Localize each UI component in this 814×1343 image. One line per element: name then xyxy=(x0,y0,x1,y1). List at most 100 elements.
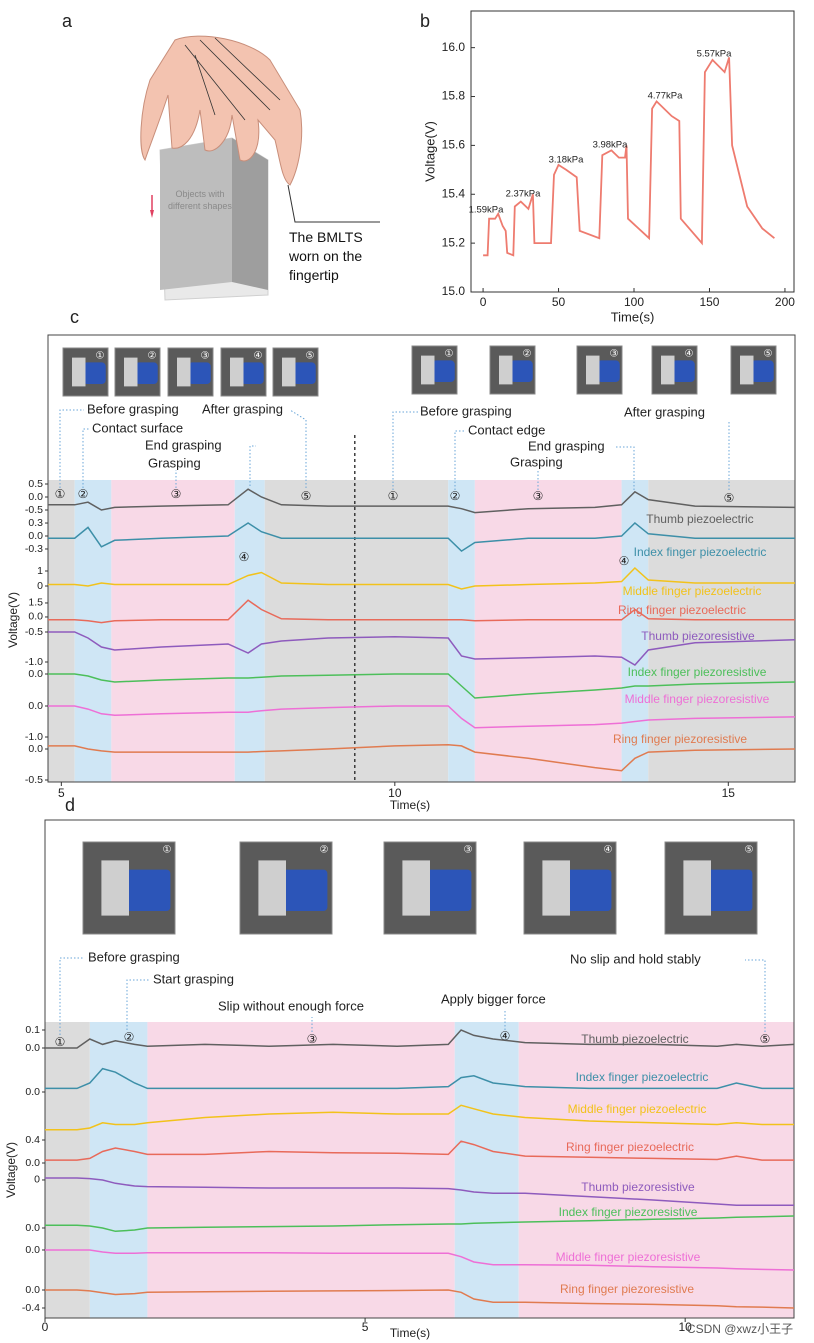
photo-number: ⑤ xyxy=(764,349,773,360)
phase-marker: ③ xyxy=(533,489,544,503)
y-tick-label: 0.0 xyxy=(28,611,43,623)
signal-trace xyxy=(48,743,796,772)
signal-trace xyxy=(48,488,796,514)
phase-marker: ④ xyxy=(500,1029,511,1043)
y-tick-label: 0 xyxy=(34,1174,40,1186)
phase-label: After grasping xyxy=(624,404,705,419)
y-tick-label: 0.0 xyxy=(25,1086,40,1098)
object xyxy=(683,860,711,916)
phase-label: Before grasping xyxy=(87,401,179,416)
y-tick-label: 0.0 xyxy=(28,491,43,503)
phase-label: After grasping xyxy=(202,401,283,416)
trace-name: Index finger piezoresistive xyxy=(628,665,767,679)
y-tick-label: 16.0 xyxy=(442,40,466,54)
y-tick-label: 0.0 xyxy=(25,1244,40,1256)
object xyxy=(177,357,191,387)
object xyxy=(72,357,86,387)
trace-name: Thumb piezoelectric xyxy=(581,1032,688,1046)
sensor-wires xyxy=(184,37,281,121)
signal-trace xyxy=(45,1104,794,1131)
y-tick-label: 1.5 xyxy=(28,597,43,609)
signal-trace xyxy=(45,1140,794,1161)
glove xyxy=(188,362,211,384)
phase-region xyxy=(474,480,622,782)
trace-name: Ring finger piezoelectric xyxy=(566,1140,694,1154)
photo-number: ③ xyxy=(464,845,473,856)
y-tick-label: 0.0 xyxy=(25,1157,40,1169)
glove xyxy=(241,362,264,384)
y-tick-label: 0.1 xyxy=(25,1024,40,1036)
panel-letter: c xyxy=(70,307,79,327)
pressure-label: 3.18kPa xyxy=(549,155,585,166)
phase-label: Start grasping xyxy=(153,971,234,986)
phase-marker: ② xyxy=(78,487,89,501)
glove xyxy=(672,360,695,382)
photo-number: ④ xyxy=(604,845,613,856)
trace-name: Middle finger piezoelectric xyxy=(568,1102,707,1116)
glove xyxy=(281,869,328,911)
signal-trace xyxy=(45,1249,795,1271)
object xyxy=(124,357,138,387)
watermark: CSDN @xwz小王子 xyxy=(687,1322,793,1336)
pressure-label: 4.77kPa xyxy=(648,91,684,102)
y-axis-label: Voltage(V) xyxy=(4,1142,18,1198)
object-side xyxy=(232,138,268,290)
glove xyxy=(751,360,774,382)
photo-number: ① xyxy=(163,845,172,856)
y-tick-label: -0.4 xyxy=(22,1302,40,1314)
photo-number: ③ xyxy=(201,351,210,362)
hand-illustration xyxy=(140,35,380,301)
x-tick-label: 15 xyxy=(722,786,736,800)
phase-region xyxy=(518,1022,794,1318)
photo-number: ② xyxy=(148,351,157,362)
leader-line xyxy=(615,446,635,490)
glove xyxy=(706,869,753,911)
phase-marker: ⑤ xyxy=(724,491,735,505)
pressure-label: 1.59kPa xyxy=(469,205,505,216)
object xyxy=(586,355,600,385)
y-tick-label: -1.0 xyxy=(25,731,43,743)
panel-letter: d xyxy=(65,795,75,815)
signal-trace xyxy=(48,631,796,666)
y-tick-label: 15.4 xyxy=(442,186,466,200)
y-axis-label: Voltage(V) xyxy=(422,121,437,182)
glove xyxy=(135,362,158,384)
signal-trace xyxy=(48,705,796,729)
y-axis-label: Voltage(V) xyxy=(6,592,20,648)
glove xyxy=(425,869,472,911)
phase-label: Apply bigger force xyxy=(441,991,546,1006)
leader-line xyxy=(249,445,256,486)
trace-name: Middle finger piezoelectric xyxy=(623,584,762,598)
x-axis-label: Time(s) xyxy=(611,309,655,324)
glove xyxy=(432,360,455,382)
photo-number: ⑤ xyxy=(306,351,315,362)
trace-name: Ring finger piezoresistive xyxy=(613,732,747,746)
phase-region xyxy=(89,1022,148,1318)
phase-region xyxy=(234,480,265,782)
phase-marker: ⑤ xyxy=(760,1032,771,1046)
phase-region xyxy=(147,1022,455,1318)
y-tick-label: 0.0 xyxy=(28,530,43,542)
object-front xyxy=(160,138,232,290)
y-tick-label: 0.5 xyxy=(28,478,43,490)
photo-number: ④ xyxy=(685,349,694,360)
phase-label: No slip and hold stably xyxy=(570,951,701,966)
glove xyxy=(510,360,533,382)
y-tick-label: 0.0 xyxy=(28,743,43,755)
signal-trace xyxy=(45,1215,795,1233)
x-tick-label: 5 xyxy=(362,1320,369,1334)
phase-region xyxy=(648,480,795,782)
signal-trace xyxy=(48,673,796,699)
phase-marker: ① xyxy=(55,1035,66,1049)
y-tick-label: 15.2 xyxy=(442,235,466,249)
photo-number: ② xyxy=(320,845,329,856)
photo-number: ② xyxy=(523,349,532,360)
plot-frame xyxy=(470,10,795,293)
trace-name: Thumb piezoresistive xyxy=(641,629,755,643)
object xyxy=(421,355,435,385)
y-tick-label: 15.8 xyxy=(442,89,466,103)
phase-label: Contact edge xyxy=(468,422,545,437)
trace-name: Thumb piezoelectric xyxy=(646,512,753,526)
